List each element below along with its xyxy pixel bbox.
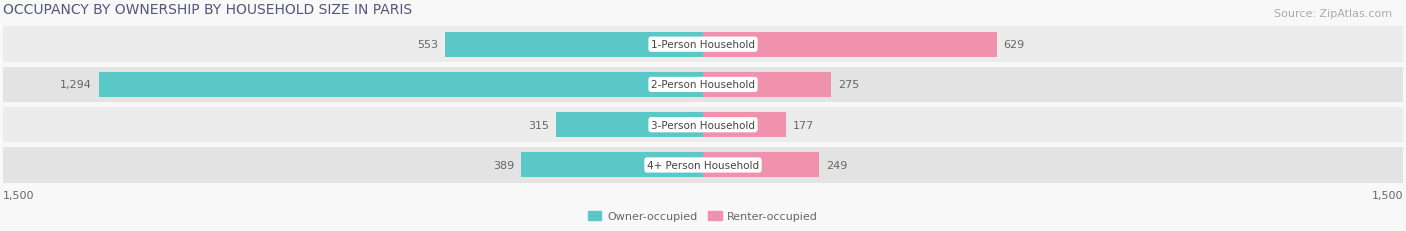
Bar [98,73,703,97]
Text: 177: 177 [793,120,814,130]
Bar [703,113,786,138]
Text: Source: ZipAtlas.com: Source: ZipAtlas.com [1274,9,1392,19]
Text: 275: 275 [838,80,859,90]
Text: 553: 553 [416,40,437,50]
Bar [522,153,703,178]
Text: 1,500: 1,500 [1372,190,1403,200]
Legend: Owner-occupied, Renter-occupied: Owner-occupied, Renter-occupied [583,207,823,226]
Text: 629: 629 [1004,40,1025,50]
Text: 389: 389 [494,160,515,170]
Bar [3,67,1403,103]
Bar [3,27,1403,63]
Bar [3,107,1403,143]
Bar [3,148,1403,183]
Text: 249: 249 [827,160,848,170]
Text: 2-Person Household: 2-Person Household [651,80,755,90]
Text: OCCUPANCY BY OWNERSHIP BY HOUSEHOLD SIZE IN PARIS: OCCUPANCY BY OWNERSHIP BY HOUSEHOLD SIZE… [3,3,412,17]
Text: 3-Person Household: 3-Person Household [651,120,755,130]
Bar [703,153,820,178]
Bar [703,33,997,58]
Bar [444,33,703,58]
Text: 315: 315 [527,120,548,130]
Text: 1-Person Household: 1-Person Household [651,40,755,50]
Bar [703,73,831,97]
Bar [555,113,703,138]
Text: 1,294: 1,294 [60,80,91,90]
Text: 1,500: 1,500 [3,190,34,200]
Text: 4+ Person Household: 4+ Person Household [647,160,759,170]
